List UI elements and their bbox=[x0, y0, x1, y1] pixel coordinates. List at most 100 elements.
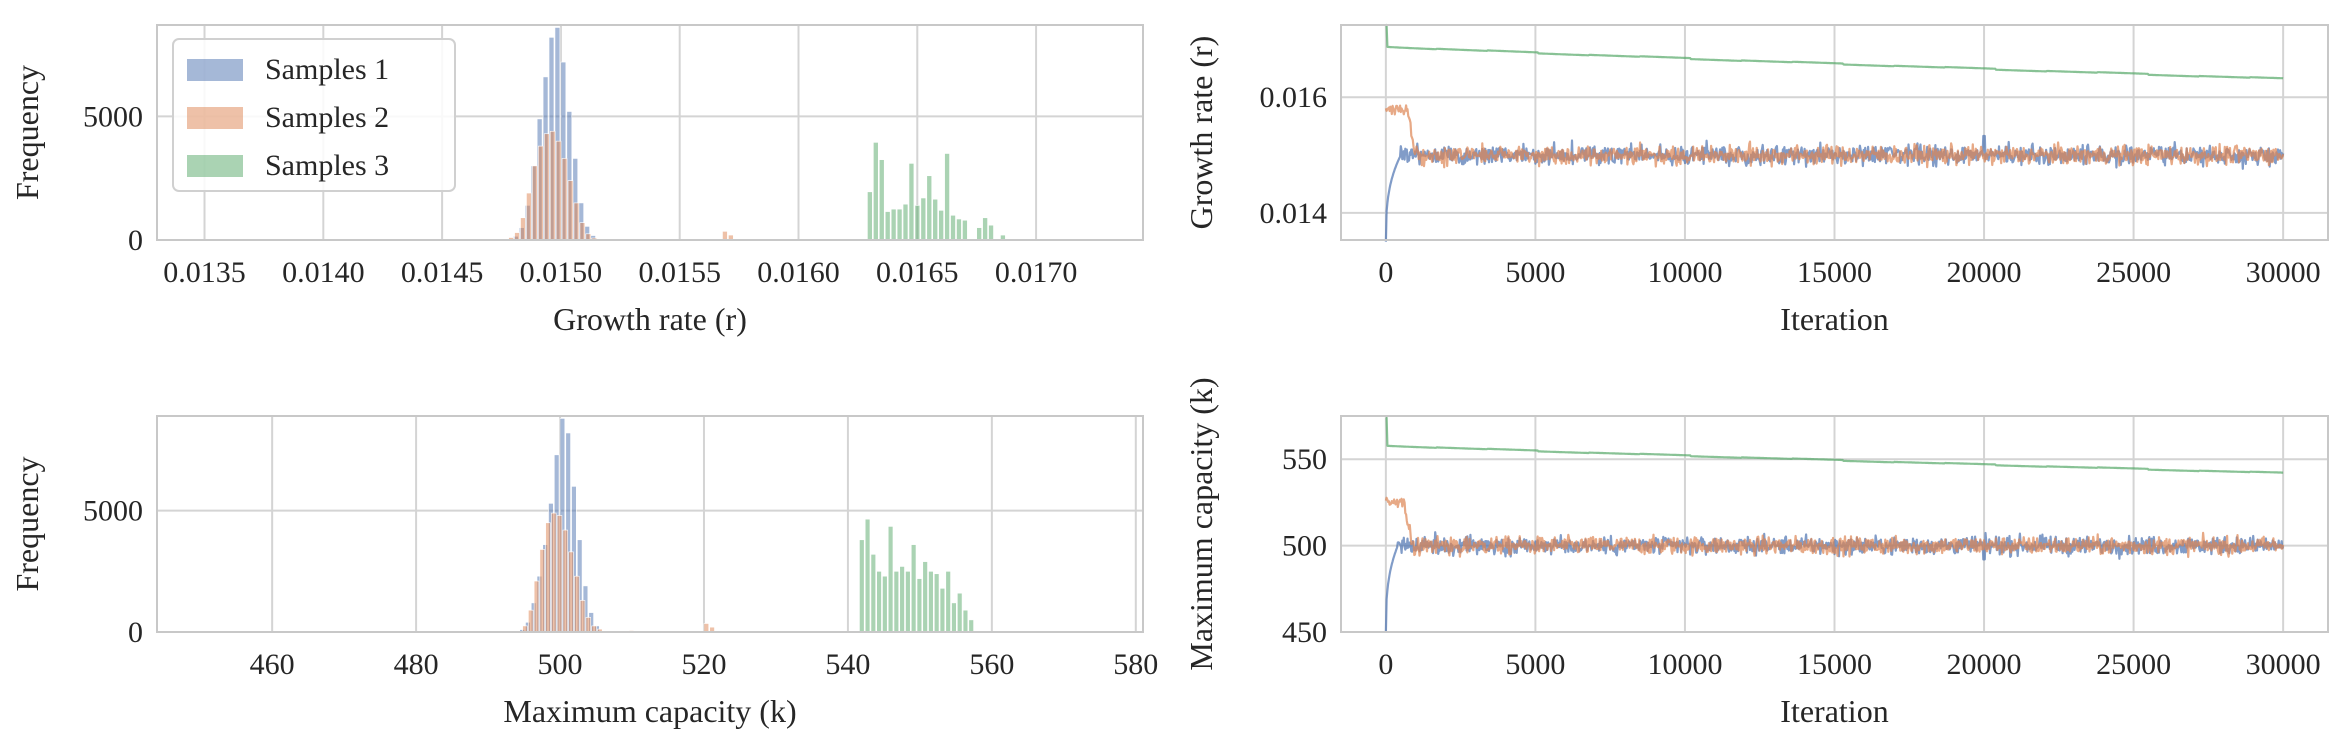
histogram-bar bbox=[951, 602, 957, 633]
capacity-trace-plot: 0 5000 10000 15000 20000 25000 30000 450 500 550 I… bbox=[1183, 377, 2329, 729]
histogram-bar bbox=[908, 163, 915, 241]
histogram-bar bbox=[928, 571, 934, 633]
trace-line-series-3 bbox=[1385, 416, 2284, 474]
histogram-bar bbox=[514, 232, 520, 241]
x-tick-label: 560 bbox=[969, 648, 1014, 681]
histogram-bar bbox=[551, 512, 557, 633]
histogram-bar bbox=[703, 623, 710, 633]
histogram-bar bbox=[859, 539, 865, 633]
legend-swatch bbox=[187, 155, 243, 177]
histogram-bar bbox=[945, 571, 951, 633]
x-tick-label: 25000 bbox=[2096, 256, 2171, 289]
histogram-bar bbox=[916, 578, 923, 633]
legend-box bbox=[172, 38, 456, 192]
histogram-bar bbox=[870, 554, 877, 633]
axes-frame bbox=[1340, 24, 2329, 241]
x-tick-label: 20000 bbox=[1947, 256, 2022, 289]
histogram-bar bbox=[893, 571, 900, 633]
x-axis-label: Growth rate (r) bbox=[553, 301, 747, 337]
x-tick-label: 500 bbox=[538, 648, 583, 681]
y-tick-label: 0.014 bbox=[1260, 197, 1328, 230]
trace-line-series-3 bbox=[1385, 23, 2284, 80]
histogram-bar bbox=[526, 192, 532, 241]
histogram-bar bbox=[962, 609, 969, 633]
histogram-bar bbox=[933, 573, 940, 633]
histogram-bar bbox=[585, 617, 592, 633]
x-tick-label: 20000 bbox=[1947, 648, 2022, 681]
histogram-bar bbox=[896, 208, 903, 241]
histogram-bar bbox=[950, 214, 956, 241]
histogram-bar bbox=[905, 571, 911, 633]
histogram-bar bbox=[878, 159, 885, 241]
y-tick-label: 500 bbox=[1282, 530, 1327, 563]
legend-entry-1: Samples 1 bbox=[265, 53, 389, 86]
axes-frame bbox=[156, 24, 1144, 241]
plot-area bbox=[1384, 23, 2285, 242]
histogram-bar bbox=[976, 227, 982, 241]
histogram-bar bbox=[533, 580, 540, 633]
x-tick-label: 0.0135 bbox=[163, 256, 246, 289]
histogram-bar bbox=[520, 217, 526, 241]
histogram-bar bbox=[538, 145, 544, 241]
axes-frame bbox=[1340, 415, 2329, 633]
plot-area bbox=[508, 27, 1006, 241]
x-tick-label: 0 bbox=[1378, 256, 1393, 289]
x-tick-label: 520 bbox=[681, 648, 726, 681]
y-axis-label: Frequency bbox=[9, 65, 45, 200]
histogram-bar bbox=[532, 165, 538, 241]
x-tick-label: 480 bbox=[394, 648, 439, 681]
histogram-bar bbox=[944, 153, 950, 241]
y-tick-label: 450 bbox=[1282, 616, 1327, 649]
x-tick-label: 30000 bbox=[2246, 256, 2321, 289]
x-tick-label: 5000 bbox=[1505, 256, 1565, 289]
histogram-bar bbox=[864, 518, 871, 633]
histogram-bar bbox=[545, 522, 551, 633]
histogram-bar bbox=[956, 218, 962, 241]
histogram-bar bbox=[968, 619, 974, 633]
histogram-bar bbox=[579, 222, 586, 241]
x-tick-label: 5000 bbox=[1505, 648, 1565, 681]
y-axis-label: Frequency bbox=[9, 456, 45, 591]
histogram-bar bbox=[573, 202, 580, 241]
histogram-bar bbox=[938, 210, 944, 241]
legend-entry-2: Samples 2 bbox=[265, 101, 389, 134]
histogram-bar bbox=[920, 197, 927, 241]
y-tick-label: 550 bbox=[1282, 443, 1327, 476]
x-axis-label: Maximum capacity (k) bbox=[503, 693, 796, 729]
x-tick-label: 10000 bbox=[1647, 648, 1722, 681]
histogram-bar bbox=[543, 133, 550, 241]
histogram-bar bbox=[873, 142, 879, 241]
capacity-histogram: 460 480 500 520 540 560 580 0 5000 Maximum capaci… bbox=[9, 415, 1158, 729]
histogram-bar bbox=[574, 575, 580, 633]
legend-swatch bbox=[187, 59, 243, 81]
x-tick-label: 15000 bbox=[1797, 256, 1872, 289]
x-tick-label: 540 bbox=[825, 648, 870, 681]
histogram-bar bbox=[887, 526, 894, 633]
histogram-bar bbox=[957, 592, 963, 633]
x-tick-label: 15000 bbox=[1797, 648, 1872, 681]
histogram-bar bbox=[882, 575, 888, 633]
x-tick-label: 0.0165 bbox=[876, 256, 959, 289]
histogram-bar bbox=[556, 515, 563, 633]
histogram-bar bbox=[555, 140, 562, 241]
histogram-bar bbox=[939, 588, 946, 633]
x-tick-label: 0.0170 bbox=[995, 256, 1078, 289]
histogram-bar bbox=[549, 130, 556, 241]
trace-line-series-2 bbox=[1384, 104, 2285, 169]
x-tick-label: 0.0150 bbox=[520, 256, 603, 289]
histogram-bar bbox=[568, 551, 574, 633]
histogram-bar bbox=[561, 158, 568, 241]
histogram-bar bbox=[567, 180, 574, 241]
x-tick-label: 580 bbox=[1113, 648, 1158, 681]
histogram-bar bbox=[884, 211, 891, 241]
plot-area bbox=[519, 418, 974, 633]
y-tick-label: 0 bbox=[128, 224, 143, 257]
x-tick-label: 30000 bbox=[2246, 648, 2321, 681]
histogram-bar bbox=[910, 544, 917, 633]
y-axis-label: Maximum capacity (k) bbox=[1183, 377, 1219, 670]
x-tick-label: 10000 bbox=[1647, 256, 1722, 289]
x-tick-label: 0.0140 bbox=[282, 256, 365, 289]
plot-area bbox=[1384, 416, 2285, 633]
histogram-bar bbox=[539, 549, 545, 633]
